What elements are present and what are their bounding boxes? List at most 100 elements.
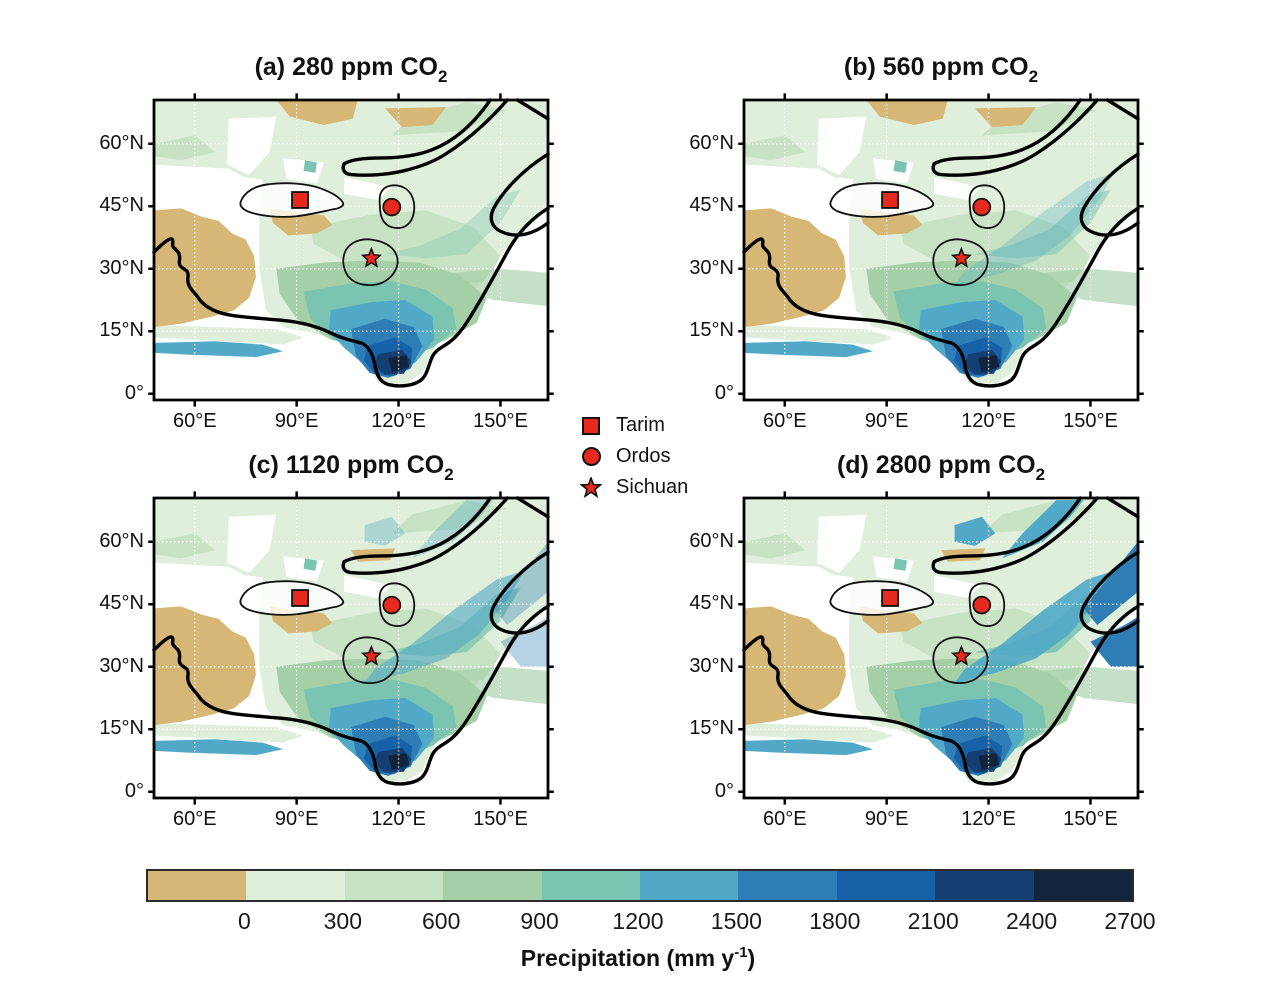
- colorbar-tick-label: 1500: [710, 908, 762, 934]
- colorbar-segment: [246, 871, 345, 900]
- wet-darkest: [978, 753, 1000, 771]
- strait-south: [343, 100, 507, 175]
- panel-title: (d) 2800 ppm CO2: [836, 451, 1046, 484]
- y-tick-label: 45°N: [99, 592, 144, 615]
- precip-fill-layers: [744, 100, 1138, 400]
- y-tick-label: 0°: [124, 779, 144, 802]
- coast-ne-shore: [1081, 552, 1138, 633]
- panel-title: (a) 280 ppm CO2: [254, 53, 448, 86]
- graticule: [154, 498, 548, 798]
- sage-se-band: [452, 666, 548, 705]
- coast-main: [744, 208, 1138, 386]
- legend-item-ordos: Ordos: [576, 441, 688, 472]
- y-tick-label: 0°: [124, 381, 144, 404]
- y-tick-label: 0°: [714, 779, 734, 802]
- x-tick-label: 90°E: [864, 808, 909, 830]
- land-south-strip: [744, 723, 894, 743]
- colorbar-tick-label: 900: [520, 908, 559, 934]
- square-marker-icon: [576, 416, 606, 435]
- precipitation-colorbar: [146, 869, 1134, 902]
- circle-marker-icon: [576, 447, 606, 466]
- y-tick-label: 15°N: [99, 717, 144, 740]
- x-tick-label: 120°E: [961, 410, 1016, 432]
- colorbar-segment: [738, 871, 837, 900]
- strait-north: [934, 498, 1080, 562]
- coast-ne-shore: [1081, 154, 1138, 235]
- legend-item-tarim: Tarim: [576, 410, 688, 441]
- sichuan-marker: [363, 249, 380, 266]
- tan-west: [154, 606, 256, 726]
- axis-ticks: [738, 491, 1144, 804]
- axis-ticks: [738, 93, 1144, 406]
- y-tick-label: 45°N: [689, 592, 734, 615]
- y-tick-label: 45°N: [99, 194, 144, 217]
- site-markers: [292, 192, 400, 266]
- sichuan-contour: [933, 637, 987, 683]
- white-sea-sw: [744, 345, 928, 400]
- precipitation-map: [154, 498, 548, 798]
- tarim-marker: [292, 192, 308, 208]
- legend-item-sichuan: Sichuan: [576, 472, 688, 503]
- legend-label: Ordos: [616, 445, 671, 467]
- graticule: [744, 100, 1138, 400]
- coast-main: [744, 606, 1138, 784]
- y-tick-label: 15°N: [689, 319, 734, 342]
- strait-south: [343, 498, 507, 573]
- y-tick-label: 0°: [714, 381, 734, 404]
- sage-se-band: [452, 268, 548, 307]
- sage-se-band: [1042, 666, 1138, 705]
- y-tick-label: 60°N: [689, 131, 734, 154]
- x-tick-label: 60°E: [762, 410, 807, 432]
- precipitation-map: [744, 498, 1138, 798]
- x-tick-label: 120°E: [371, 808, 426, 830]
- axis-ticks: [148, 93, 554, 406]
- colorbar-tick-label: 2700: [1104, 908, 1156, 934]
- panel-a: (a) 280 ppm CO2: [99, 53, 548, 432]
- tan-west: [744, 606, 846, 726]
- strait-north: [344, 498, 490, 562]
- white-sea-sw: [154, 743, 338, 798]
- y-tick-label: 45°N: [689, 194, 734, 217]
- strait-north: [934, 100, 1080, 164]
- green-north1: [391, 102, 508, 136]
- y-tick-label: 30°N: [99, 256, 144, 279]
- sichuan-marker: [953, 249, 970, 266]
- axis-frame: [148, 93, 554, 406]
- panel-d: (d) 2800 ppm CO2: [689, 451, 1138, 830]
- coastline: [744, 100, 1138, 386]
- sage-se-band: [1042, 268, 1138, 307]
- white-gap1: [227, 116, 277, 175]
- precip-fill-layers: [154, 100, 548, 400]
- star-marker-icon: [576, 476, 606, 499]
- strait-south: [933, 498, 1097, 573]
- ordos-marker: [383, 597, 400, 614]
- panel-title: (c) 1120 ppm CO2: [248, 451, 454, 484]
- x-tick-label: 120°E: [371, 410, 426, 432]
- green-north1: [981, 102, 1098, 136]
- green-mid: [900, 210, 1091, 286]
- teal-sw-streak: [154, 341, 284, 358]
- white-gap1: [817, 116, 867, 175]
- colorbar-segment: [1033, 871, 1133, 900]
- colorbar-segment: [344, 871, 444, 900]
- sichuan-contour: [343, 239, 397, 285]
- graticule: [154, 100, 548, 400]
- y-tick-label: 60°N: [99, 529, 144, 552]
- tan-north1: [276, 100, 358, 125]
- land-south-strip: [744, 325, 894, 345]
- white-sea-sw: [154, 345, 338, 400]
- strait-north: [344, 100, 490, 164]
- x-tick-label: 120°E: [961, 808, 1016, 830]
- wet-ext-cyan-ne: [954, 172, 1115, 286]
- precipitation-map: [154, 100, 548, 400]
- x-tick-label: 90°E: [274, 808, 319, 830]
- tarim-marker: [292, 590, 308, 606]
- colorbar-segment: [148, 871, 247, 900]
- ordos-marker: [383, 199, 400, 216]
- colorbar-segment: [541, 871, 641, 900]
- basin-contours: [830, 581, 1004, 683]
- colorbar-segment: [640, 871, 739, 900]
- site-markers: [882, 590, 990, 664]
- x-tick-label: 60°E: [762, 808, 807, 830]
